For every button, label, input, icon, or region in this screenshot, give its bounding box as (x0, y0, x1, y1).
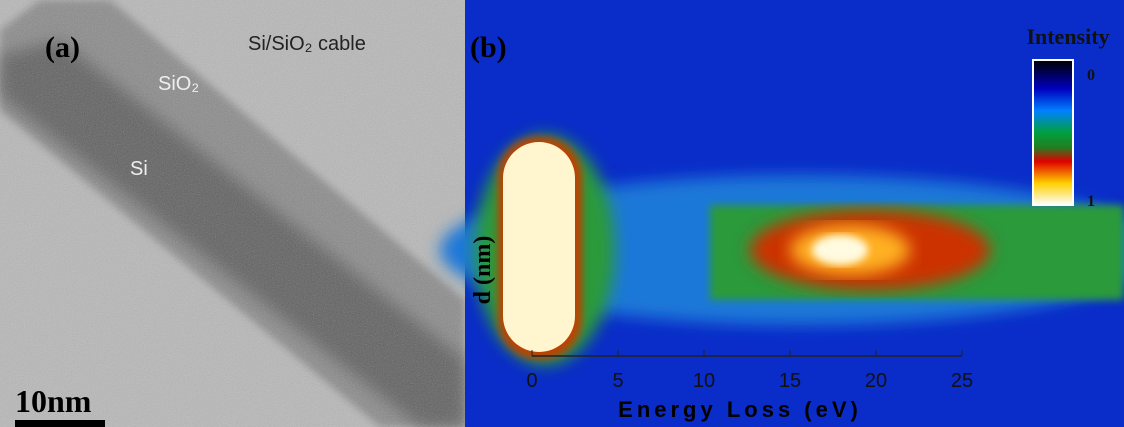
x-tick-label: 0 (526, 370, 537, 392)
panel-label: (b) (470, 31, 507, 64)
x-tick-label: 15 (779, 370, 801, 392)
colorbar-tick: 0 (1087, 67, 1095, 84)
x-tick-label: 5 (612, 370, 623, 392)
colorbar-tick: 1 (1087, 193, 1095, 210)
panel-label: (a) (45, 31, 80, 64)
region-label: SiO₂ (158, 73, 199, 95)
y-axis-label: d (nm) (470, 236, 496, 305)
x-tick-label: 25 (951, 370, 973, 392)
eels-map (440, 0, 1124, 427)
scale-bar-label: 10nm (15, 383, 92, 419)
x-axis-label: Energy Loss (eV) (618, 397, 862, 422)
tem-image (0, 0, 465, 427)
colorbar (1033, 60, 1073, 205)
colorbar-title: Intensity (1026, 24, 1109, 49)
panel-title: Si/SiO₂ cable (248, 33, 366, 55)
region-label: Si (130, 158, 148, 180)
x-tick-label: 20 (865, 370, 887, 392)
x-tick-label: 10 (693, 370, 715, 392)
figure: (a) Si/SiO₂ cable SiO₂ Si 10nm (b) Energ… (0, 0, 1124, 427)
